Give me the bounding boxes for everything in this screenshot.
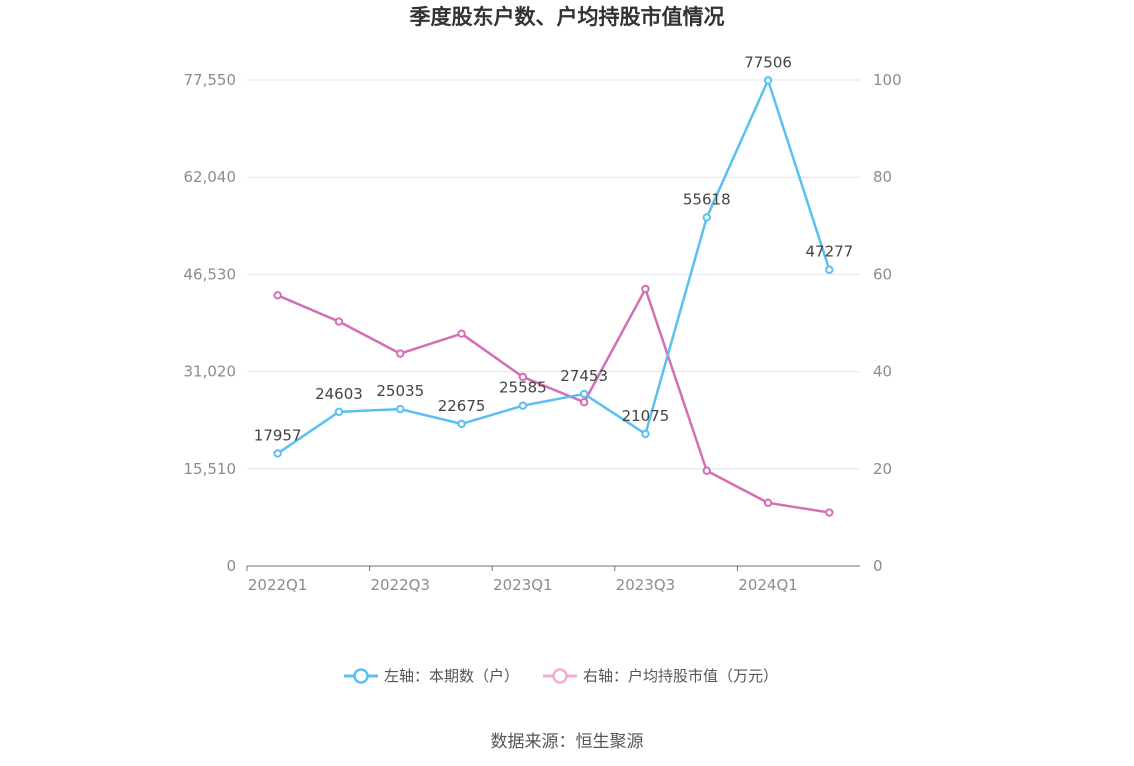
data-point: [334, 317, 344, 326]
data-label: 77506: [744, 53, 792, 71]
series-layer: 17957 24603 25035 22675 25585 27453 21075 55618…: [254, 53, 853, 517]
x-axis-ticks: 2022Q1 2022Q3 2023Q1 2023Q3 2024Q1: [246, 566, 798, 594]
data-label: 25585: [499, 379, 547, 397]
data-point: [579, 398, 589, 407]
data-point: [334, 407, 344, 417]
data-label: 17957: [254, 426, 302, 444]
series-line-avg-holding-value: [277, 287, 830, 514]
right-tick-label: 40: [873, 363, 892, 381]
chart-title: 季度股东户数、户均持股市值情况: [410, 5, 725, 29]
legend-label: 左轴：本期数（户）: [384, 667, 519, 685]
legend: 左轴：本期数（户） 右轴：户均持股市值（万元）: [344, 667, 778, 685]
x-tick-label: 2023Q1: [493, 576, 553, 594]
source-note: 数据来源：恒生聚源: [491, 732, 644, 752]
right-tick-label: 20: [873, 460, 892, 478]
series-line-households: [276, 79, 831, 455]
right-axis-ticks: 0 20 40 60 80 100: [873, 71, 902, 575]
legend-item-left-series[interactable]: 左轴：本期数（户）: [344, 667, 519, 685]
data-point: [457, 329, 466, 338]
data-label: 55618: [683, 190, 731, 208]
data-point: [702, 466, 711, 475]
data-label: 27453: [560, 367, 608, 385]
data-point: [396, 404, 405, 414]
left-tick-label: 77,550: [184, 71, 237, 89]
legend-swatch-marker: [552, 668, 568, 684]
left-tick-label: 46,530: [184, 265, 237, 283]
data-label: 47277: [805, 243, 853, 261]
data-point: [457, 419, 466, 429]
left-tick-label: 0: [226, 557, 236, 575]
right-tick-label: 60: [873, 265, 892, 283]
left-tick-label: 62,040: [184, 168, 237, 186]
data-point: [641, 429, 650, 439]
data-point: [825, 508, 834, 517]
data-label: 25035: [376, 382, 424, 400]
data-point: [763, 498, 773, 508]
left-tick-label: 15,510: [184, 460, 237, 478]
left-tick-label: 31,020: [184, 363, 237, 381]
legend-swatch-marker: [353, 668, 369, 684]
data-label: 21075: [622, 407, 670, 425]
data-point: [763, 76, 773, 85]
left-axis-ticks: 0 15,510 31,020 46,530 62,040 77,550: [184, 71, 237, 575]
data-point: [273, 449, 282, 458]
data-point: [825, 265, 834, 274]
x-tick-label: 2023Q3: [616, 576, 676, 594]
legend-item-right-series[interactable]: 右轴：户均持股市值（万元）: [543, 667, 778, 685]
data-point: [396, 349, 405, 358]
x-tick-label: 2024Q1: [738, 576, 798, 594]
data-point: [702, 213, 711, 222]
right-tick-label: 0: [873, 557, 883, 575]
data-label: 22675: [438, 397, 486, 415]
data-point: [518, 401, 528, 410]
data-label: 24603: [315, 385, 363, 403]
data-point: [579, 389, 589, 399]
x-tick-label: 2022Q1: [248, 576, 308, 594]
x-tick-label: 2022Q3: [370, 576, 430, 594]
right-tick-label: 100: [873, 71, 902, 89]
data-point: [518, 372, 528, 382]
right-tick-label: 80: [873, 168, 892, 186]
grid-lines: [247, 79, 860, 470]
data-point: [273, 291, 282, 300]
legend-label: 右轴：户均持股市值（万元）: [583, 667, 778, 685]
data-point: [641, 284, 650, 294]
